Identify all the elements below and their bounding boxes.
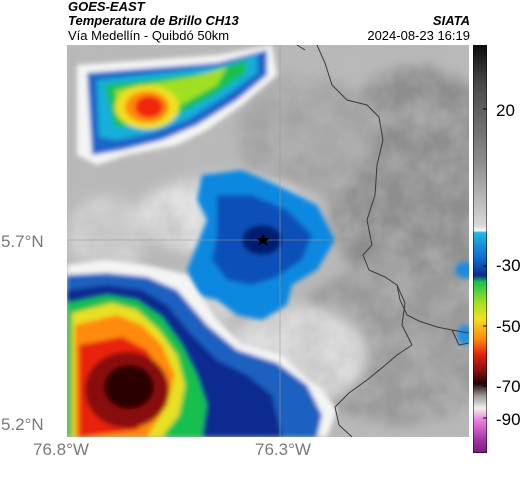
political-borders	[296, 45, 469, 437]
temperature-colorbar	[473, 45, 487, 453]
lon-label-west: 76.8°W	[33, 440, 89, 459]
graticule	[67, 45, 469, 437]
satellite-map	[67, 45, 469, 437]
colorbar-tick-20: 20	[496, 101, 515, 120]
lon-label-east: 76.3°W	[255, 440, 311, 459]
colorbar-tick-minus30: -30	[496, 256, 521, 275]
timestamp-label: 2024-08-23 16:19	[367, 28, 470, 43]
colorbar-tick-minus50: -50	[496, 317, 521, 336]
storm-cell-north	[77, 45, 277, 165]
region-subtitle: Vía Medellín - Quibdó 50km	[68, 28, 230, 43]
lat-label-north: 5.7°N	[1, 232, 44, 251]
brand-label: SIATA	[432, 13, 470, 28]
storm-cell-southwest	[67, 260, 337, 437]
colorbar-tick-minus70: -70	[496, 377, 521, 396]
lat-label-south: 5.2°N	[1, 415, 44, 434]
product-title: GOES-EAST	[68, 0, 145, 14]
channel-title: Temperatura de Brillo CH13	[68, 13, 239, 28]
location-star-icon	[256, 233, 270, 246]
colorbar-tick-minus90: -90	[496, 410, 521, 429]
